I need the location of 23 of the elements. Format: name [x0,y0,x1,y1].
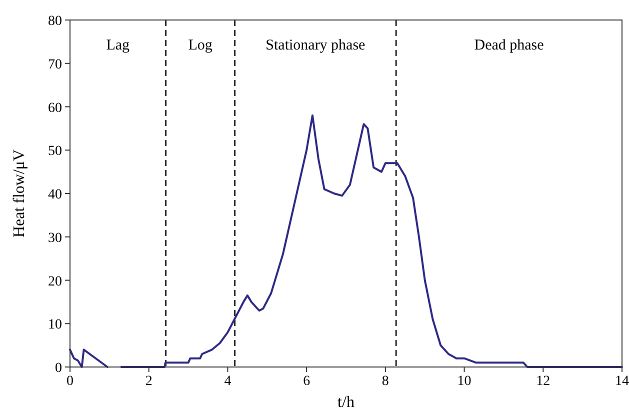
y-tick-label: 40 [48,188,62,202]
y-tick-label: 70 [48,57,62,72]
y-tick-label: 80 [48,14,62,29]
x-tick-label: 14 [615,374,629,389]
x-tick-label: 0 [66,374,74,389]
y-tick-label: 20 [48,274,62,290]
annotation: Stationary phase [266,37,366,54]
annotation: Dead phase [474,37,544,54]
x-tick-label: 8 [382,374,389,389]
y-tick-label: 50 [48,144,62,160]
x-tick-label: 6 [303,374,310,389]
annotation: Lag [106,37,130,54]
y-tick-label: 60 [48,100,62,116]
x-tick-label: 10 [457,374,472,389]
annotation: Log [188,37,213,54]
y-axis-title: Heat flow/μV [11,149,28,238]
x-tick-label: 4 [224,374,232,389]
y-tick-label: 30 [48,230,62,246]
x-tick-label: 2 [145,374,152,389]
y-tick-label: 10 [48,318,62,333]
y-tick-label: 0 [55,361,62,376]
x-tick-label: 12 [536,374,550,389]
x-axis-title: t/h [338,394,354,411]
